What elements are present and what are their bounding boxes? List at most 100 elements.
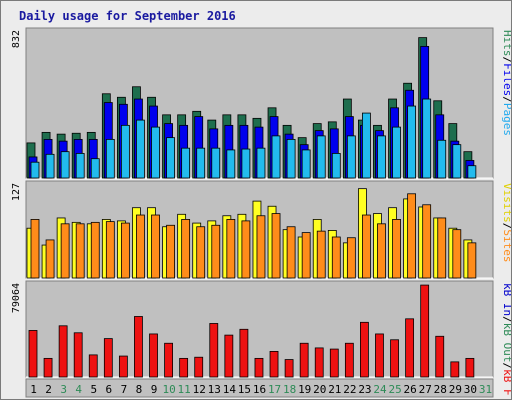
bar-kb-f-day-1 xyxy=(28,330,38,378)
bar-kb-f-day-2 xyxy=(43,357,53,378)
bar-pages-day-26 xyxy=(407,105,417,179)
bar-sites-day-18 xyxy=(286,226,296,279)
x-tick-label-7: 7 xyxy=(121,383,128,396)
x-label-strip xyxy=(25,378,494,398)
x-tick-label-4: 4 xyxy=(75,383,82,396)
x-tick-label-28: 28 xyxy=(434,383,447,396)
x-tick-label-20: 20 xyxy=(313,383,326,396)
bar-pages-day-18 xyxy=(286,138,296,179)
y-max-label-0: 832 xyxy=(11,30,22,48)
legend-entry: / xyxy=(501,316,511,323)
bar-sites-day-13 xyxy=(211,224,221,279)
x-tick-label-21: 21 xyxy=(328,383,341,396)
x-tick-label-9: 9 xyxy=(151,383,158,396)
bar-sites-day-25 xyxy=(392,219,401,279)
x-tick-label-23: 23 xyxy=(358,383,371,396)
bar-pages-day-10 xyxy=(166,137,175,179)
y-max-label-1: 127 xyxy=(11,183,22,201)
bar-pages-day-12 xyxy=(196,147,206,179)
bar-pages-day-14 xyxy=(226,149,236,179)
chart-title: Daily usage for September 2016 xyxy=(19,9,236,23)
bar-sites-day-14 xyxy=(226,219,236,279)
bar-kb-f-day-26 xyxy=(405,318,415,378)
bar-kb-f-day-21 xyxy=(329,348,339,378)
bar-pages-day-6 xyxy=(105,138,115,179)
bar-kb-f-day-14 xyxy=(224,334,234,378)
bar-sites-day-26 xyxy=(407,193,417,279)
bar-kb-f-day-19 xyxy=(299,342,309,378)
legend-entry: Visits xyxy=(501,183,511,223)
bar-kb-f-day-11 xyxy=(179,357,189,378)
bar-kb-f-day-25 xyxy=(390,339,399,378)
legend-entry: kB In xyxy=(501,283,511,316)
bar-kb-f-day-17 xyxy=(269,351,279,378)
bar-sites-day-7 xyxy=(120,222,130,279)
legend-entry: Pages xyxy=(501,103,511,136)
x-tick-label-11: 11 xyxy=(178,383,191,396)
bar-pages-day-28 xyxy=(437,139,447,179)
bar-sites-day-15 xyxy=(241,220,251,279)
bar-sites-day-19 xyxy=(301,232,311,279)
x-tick-label-22: 22 xyxy=(343,383,356,396)
y-max-label-2: 79064 xyxy=(11,283,22,313)
bar-pages-day-30 xyxy=(467,165,477,179)
bar-sites-day-8 xyxy=(136,214,145,279)
bar-sites-day-27 xyxy=(422,204,432,279)
bar-kb-f-day-16 xyxy=(254,357,264,378)
bar-sites-day-5 xyxy=(90,221,100,279)
bar-sites-day-23 xyxy=(362,214,371,279)
bar-sites-day-30 xyxy=(467,242,477,279)
bar-sites-day-29 xyxy=(452,229,462,279)
bar-pages-day-11 xyxy=(181,147,191,179)
legend-entry: / xyxy=(501,363,511,370)
legend-entry: Files xyxy=(501,63,511,96)
bar-kb-f-day-6 xyxy=(103,338,113,378)
x-tick-label-26: 26 xyxy=(404,383,417,396)
bar-kb-f-day-20 xyxy=(314,347,324,378)
bar-sites-day-16 xyxy=(256,215,266,279)
bar-kb-f-day-28 xyxy=(435,335,445,378)
bar-sites-day-11 xyxy=(181,219,191,279)
bar-kb-f-day-5 xyxy=(88,354,98,378)
bar-kb-f-day-15 xyxy=(239,328,249,378)
bar-kb-f-day-23 xyxy=(360,321,369,378)
legend-entry: / xyxy=(501,223,511,230)
bar-pages-day-23 xyxy=(362,112,371,179)
x-tick-label-29: 29 xyxy=(449,383,462,396)
bar-kb-f-day-12 xyxy=(194,356,204,378)
x-tick-label-30: 30 xyxy=(464,383,477,396)
bar-pages-day-9 xyxy=(151,126,160,179)
x-tick-label-13: 13 xyxy=(208,383,221,396)
bar-pages-day-4 xyxy=(75,153,85,179)
legend-entry: Sites xyxy=(501,229,511,262)
bar-pages-day-8 xyxy=(136,119,145,179)
bar-sites-day-12 xyxy=(196,226,206,279)
bar-kb-f-day-24 xyxy=(375,333,384,378)
bar-pages-day-1 xyxy=(30,161,40,179)
bar-sites-day-24 xyxy=(377,223,386,279)
x-tick-label-17: 17 xyxy=(268,383,281,396)
bar-pages-day-15 xyxy=(241,148,251,179)
x-tick-label-25: 25 xyxy=(388,383,401,396)
bar-kb-f-day-27 xyxy=(420,284,430,378)
bar-sites-day-2 xyxy=(45,239,55,279)
x-tick-label-1: 1 xyxy=(30,383,37,396)
x-tick-label-31: 31 xyxy=(479,383,492,396)
bar-pages-day-17 xyxy=(271,135,281,179)
bar-sites-day-28 xyxy=(437,217,447,279)
bar-kb-f-day-4 xyxy=(73,332,83,378)
bar-sites-day-17 xyxy=(271,213,281,279)
x-tick-label-12: 12 xyxy=(193,383,206,396)
bar-kb-f-day-9 xyxy=(149,333,158,378)
x-tick-label-10: 10 xyxy=(162,383,175,396)
bar-sites-day-22 xyxy=(346,237,356,279)
bar-kb-f-day-8 xyxy=(134,316,143,378)
legend-entry: / xyxy=(501,96,511,103)
bar-sites-day-3 xyxy=(60,223,70,279)
legend-top: Hits/Files/Pages xyxy=(501,30,511,136)
bar-sites-day-6 xyxy=(105,221,115,279)
x-tick-label-24: 24 xyxy=(373,383,387,396)
bar-kb-f-day-18 xyxy=(284,359,294,378)
x-tick-label-3: 3 xyxy=(60,383,67,396)
